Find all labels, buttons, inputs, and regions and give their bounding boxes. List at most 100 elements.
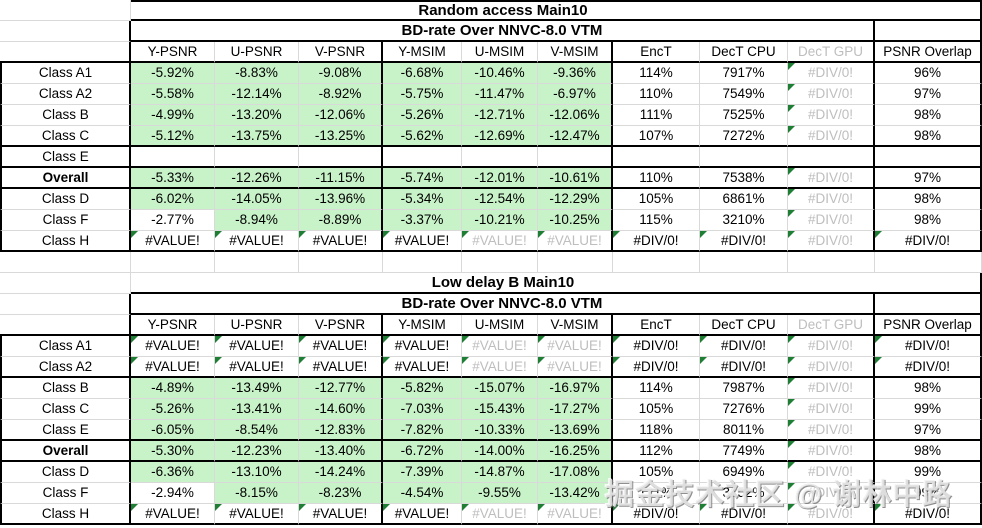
row-label-class-b[interactable]: Class B (0, 105, 131, 126)
cell-class-a1-y-psnr[interactable]: -5.92% (131, 63, 215, 84)
empty-cell[interactable] (613, 252, 700, 273)
cell-class-e-dect-gpu[interactable]: #DIV/0! (788, 420, 875, 441)
cell-class-c-u-psnr[interactable]: -13.75% (215, 126, 299, 147)
table-title[interactable]: Low delay B Main10 (131, 273, 875, 294)
cell-class-d-v-msim[interactable]: -12.29% (538, 189, 613, 210)
cell-class-f-dect-gpu[interactable]: #DIV/0! (788, 483, 875, 504)
cell-class-b-v-psnr[interactable]: -12.77% (299, 378, 383, 399)
cell-class-a1-dect-gpu[interactable]: #DIV/0! (788, 63, 875, 84)
cell-class-a2-v-msim[interactable]: #VALUE! (538, 357, 613, 378)
cell-class-c-psnr-overlap[interactable]: 99% (875, 399, 982, 420)
col-header-u-psnr[interactable]: U-PSNR (215, 315, 299, 336)
cell-overall-u-msim[interactable]: -14.00% (462, 441, 538, 462)
cell-class-f-v-psnr[interactable]: -8.23% (299, 483, 383, 504)
cell-class-h-u-psnr[interactable]: #VALUE! (215, 504, 299, 525)
empty-cell[interactable] (0, 294, 131, 315)
col-header-u-msim[interactable]: U-MSIM (462, 315, 538, 336)
row-label-overall[interactable]: Overall (0, 441, 131, 462)
col-header-psnr-overlap[interactable]: PSNR Overlap (875, 315, 982, 336)
cell-class-d-u-psnr[interactable]: -14.05% (215, 189, 299, 210)
cell-class-f-v-msim[interactable]: -13.42% (538, 483, 613, 504)
cell-class-a2-u-msim[interactable]: #VALUE! (462, 357, 538, 378)
cell-overall-y-msim[interactable]: -6.72% (383, 441, 462, 462)
cell-class-h-y-psnr[interactable]: #VALUE! (131, 504, 215, 525)
empty-cell[interactable] (875, 273, 982, 294)
cell-class-c-v-psnr[interactable]: -14.60% (299, 399, 383, 420)
cell-class-e-psnr-overlap[interactable] (875, 147, 982, 168)
cell-class-b-y-psnr[interactable]: -4.89% (131, 378, 215, 399)
cell-class-b-u-psnr[interactable]: -13.49% (215, 378, 299, 399)
cell-class-h-y-psnr[interactable]: #VALUE! (131, 231, 215, 252)
cell-overall-dect-gpu[interactable]: #DIV/0! (788, 441, 875, 462)
cell-class-a1-v-msim[interactable]: -9.36% (538, 63, 613, 84)
cell-class-a2-psnr-overlap[interactable]: 97% (875, 84, 982, 105)
col-header-u-psnr[interactable]: U-PSNR (215, 42, 299, 63)
table-subtitle[interactable]: BD-rate Over NNVC-8.0 VTM (131, 21, 875, 42)
cell-class-d-v-psnr[interactable]: -13.96% (299, 189, 383, 210)
cell-class-e-v-msim[interactable]: -13.69% (538, 420, 613, 441)
cell-class-b-psnr-overlap[interactable]: 98% (875, 105, 982, 126)
cell-class-b-dect-cpu[interactable]: 7525% (700, 105, 788, 126)
cell-class-a2-v-psnr[interactable]: #VALUE! (299, 357, 383, 378)
empty-cell[interactable] (875, 252, 982, 273)
cell-class-b-v-msim[interactable]: -12.06% (538, 105, 613, 126)
cell-class-f-u-msim[interactable]: -10.21% (462, 210, 538, 231)
cell-class-e-y-msim[interactable] (383, 147, 462, 168)
cell-class-d-u-psnr[interactable]: -13.10% (215, 462, 299, 483)
empty-cell[interactable] (0, 0, 131, 21)
cell-class-f-y-psnr[interactable]: -2.77% (131, 210, 215, 231)
cell-class-h-u-msim[interactable]: #VALUE! (462, 231, 538, 252)
cell-class-f-psnr-overlap[interactable]: 99% (875, 483, 982, 504)
cell-class-h-v-msim[interactable]: #VALUE! (538, 504, 613, 525)
cell-class-d-u-msim[interactable]: -12.54% (462, 189, 538, 210)
row-label-class-f[interactable]: Class F (0, 210, 131, 231)
cell-class-d-enct[interactable]: 105% (613, 462, 700, 483)
cell-class-a2-dect-cpu[interactable]: 7549% (700, 84, 788, 105)
cell-class-d-dect-gpu[interactable]: #DIV/0! (788, 189, 875, 210)
col-header-u-msim[interactable]: U-MSIM (462, 42, 538, 63)
cell-class-e-v-msim[interactable] (538, 147, 613, 168)
cell-class-b-y-msim[interactable]: -5.26% (383, 105, 462, 126)
cell-overall-y-msim[interactable]: -5.74% (383, 168, 462, 189)
cell-class-b-enct[interactable]: 114% (613, 378, 700, 399)
empty-cell[interactable] (0, 273, 131, 294)
cell-class-a2-dect-cpu[interactable]: #DIV/0! (700, 357, 788, 378)
col-header-v-psnr[interactable]: V-PSNR (299, 42, 383, 63)
empty-cell[interactable] (383, 252, 462, 273)
cell-class-e-u-msim[interactable]: -10.33% (462, 420, 538, 441)
cell-class-h-u-psnr[interactable]: #VALUE! (215, 231, 299, 252)
cell-class-c-u-msim[interactable]: -15.43% (462, 399, 538, 420)
cell-class-b-u-msim[interactable]: -12.71% (462, 105, 538, 126)
row-label-overall[interactable]: Overall (0, 168, 131, 189)
cell-class-a2-u-msim[interactable]: -11.47% (462, 84, 538, 105)
cell-class-b-v-msim[interactable]: -16.97% (538, 378, 613, 399)
table-title[interactable]: Random access Main10 (131, 0, 875, 21)
cell-class-h-v-psnr[interactable]: #VALUE! (299, 504, 383, 525)
cell-class-b-u-msim[interactable]: -15.07% (462, 378, 538, 399)
col-header-dect-gpu[interactable]: DecT GPU (788, 42, 875, 63)
row-label-class-a1[interactable]: Class A1 (0, 336, 131, 357)
cell-class-a1-u-msim[interactable]: -10.46% (462, 63, 538, 84)
cell-class-c-u-msim[interactable]: -12.69% (462, 126, 538, 147)
cell-class-h-v-msim[interactable]: #VALUE! (538, 231, 613, 252)
cell-class-a2-y-psnr[interactable]: -5.58% (131, 84, 215, 105)
cell-class-a2-y-psnr[interactable]: #VALUE! (131, 357, 215, 378)
cell-class-h-enct[interactable]: #DIV/0! (613, 231, 700, 252)
col-header-enct[interactable]: EncT (613, 42, 700, 63)
row-label-class-h[interactable]: Class H (0, 231, 131, 252)
cell-class-a1-dect-gpu[interactable]: #DIV/0! (788, 336, 875, 357)
cell-overall-u-psnr[interactable]: -12.26% (215, 168, 299, 189)
cell-class-b-u-psnr[interactable]: -13.20% (215, 105, 299, 126)
cell-overall-dect-gpu[interactable]: #DIV/0! (788, 168, 875, 189)
cell-class-a2-y-msim[interactable]: #VALUE! (383, 357, 462, 378)
cell-class-c-enct[interactable]: 107% (613, 126, 700, 147)
cell-class-e-u-psnr[interactable]: -8.54% (215, 420, 299, 441)
col-header-v-psnr[interactable]: V-PSNR (299, 315, 383, 336)
cell-overall-dect-cpu[interactable]: 7749% (700, 441, 788, 462)
cell-class-d-enct[interactable]: 105% (613, 189, 700, 210)
cell-class-f-v-psnr[interactable]: -8.89% (299, 210, 383, 231)
cell-overall-psnr-overlap[interactable]: 98% (875, 441, 982, 462)
cell-class-e-u-psnr[interactable] (215, 147, 299, 168)
cell-class-b-v-psnr[interactable]: -12.06% (299, 105, 383, 126)
col-header-y-psnr[interactable]: Y-PSNR (131, 315, 215, 336)
